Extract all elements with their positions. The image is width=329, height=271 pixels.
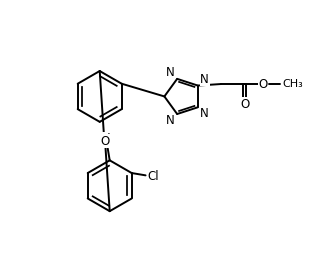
Text: Cl: Cl	[99, 133, 111, 146]
Text: N: N	[166, 114, 175, 127]
Text: O: O	[240, 98, 249, 111]
Text: N: N	[200, 107, 209, 120]
Text: O: O	[100, 135, 109, 148]
Text: CH₃: CH₃	[283, 79, 303, 89]
Text: N: N	[200, 73, 209, 86]
Text: O: O	[259, 78, 268, 91]
Text: N: N	[166, 66, 175, 79]
Text: Cl: Cl	[147, 170, 159, 183]
